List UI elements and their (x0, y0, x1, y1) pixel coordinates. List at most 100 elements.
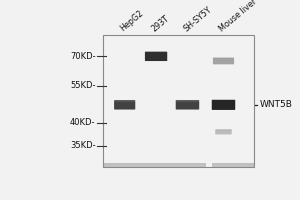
Bar (103, 163, 254, 165)
Bar (103, 165, 254, 167)
Bar (103, 163, 254, 165)
Bar (214, 58, 233, 59)
Bar (103, 165, 254, 167)
Bar (103, 163, 254, 166)
Bar (103, 164, 254, 166)
Bar (103, 163, 254, 165)
Bar (103, 163, 254, 165)
Bar (103, 164, 254, 166)
Text: Mouse liver: Mouse liver (218, 0, 259, 33)
Bar (103, 163, 254, 165)
Bar (103, 164, 254, 166)
Bar (103, 164, 254, 166)
Bar (103, 164, 254, 167)
Bar (103, 163, 254, 166)
Bar (103, 164, 254, 166)
Bar (103, 165, 254, 167)
Bar (103, 163, 254, 166)
Bar (103, 163, 254, 165)
Bar (176, 101, 199, 102)
Bar (103, 164, 254, 166)
Bar (103, 164, 254, 167)
Bar (103, 164, 254, 166)
Bar (103, 163, 254, 166)
Bar (103, 164, 254, 166)
Bar (103, 163, 254, 166)
Bar (103, 164, 254, 166)
Bar (103, 165, 254, 167)
Bar (103, 163, 254, 165)
Text: 55KD-: 55KD- (70, 81, 96, 90)
Bar (103, 165, 254, 167)
Bar (103, 165, 254, 167)
FancyBboxPatch shape (212, 100, 235, 110)
Bar (103, 164, 254, 166)
Bar (103, 164, 254, 167)
Bar (103, 163, 254, 165)
Bar (103, 164, 254, 167)
Text: 70KD-: 70KD- (70, 52, 96, 61)
Bar (103, 164, 254, 166)
Bar (103, 164, 254, 167)
Bar (115, 101, 135, 102)
Bar (103, 164, 254, 166)
Bar (103, 164, 254, 166)
Bar (103, 165, 254, 167)
Bar (103, 163, 254, 165)
Bar (103, 164, 254, 166)
Bar (103, 164, 254, 166)
Bar (103, 163, 254, 165)
Bar (103, 163, 254, 166)
Bar (103, 165, 254, 167)
Bar (103, 165, 254, 167)
Bar (103, 164, 254, 166)
Bar (103, 165, 254, 167)
Bar (103, 165, 254, 167)
Bar (103, 164, 254, 166)
Bar (103, 163, 254, 165)
Bar (103, 164, 254, 166)
Bar (103, 164, 254, 166)
Bar (216, 130, 231, 131)
Text: HepG2: HepG2 (119, 9, 146, 33)
Bar (103, 165, 254, 167)
Bar (103, 163, 254, 165)
Bar (103, 164, 254, 166)
Text: SH-SY5Y: SH-SY5Y (182, 5, 213, 33)
Bar (103, 164, 254, 166)
Bar (103, 165, 254, 167)
Bar (103, 164, 254, 166)
Bar (103, 164, 254, 166)
Text: WNT5B: WNT5B (260, 100, 292, 109)
Bar (103, 164, 254, 166)
Bar (103, 165, 254, 167)
Bar (103, 165, 254, 167)
Bar (103, 165, 254, 167)
FancyBboxPatch shape (114, 100, 135, 110)
Bar (103, 164, 254, 166)
Bar (103, 164, 254, 166)
Bar (103, 163, 254, 165)
Text: 293T: 293T (150, 13, 171, 33)
Bar (103, 164, 254, 166)
Bar (103, 164, 254, 166)
Bar (206, 35, 212, 167)
FancyBboxPatch shape (213, 58, 234, 64)
Bar (103, 163, 254, 166)
Bar (103, 165, 254, 167)
Bar (103, 164, 254, 166)
Bar (103, 164, 254, 167)
Bar (103, 165, 254, 167)
Bar (103, 163, 254, 165)
Bar (103, 163, 254, 165)
Bar (103, 163, 254, 165)
FancyBboxPatch shape (176, 100, 199, 110)
Bar (103, 163, 254, 166)
Bar (103, 163, 254, 166)
Bar (103, 165, 254, 167)
Bar (103, 164, 254, 166)
Bar (103, 165, 254, 167)
Bar (103, 165, 254, 167)
Bar (103, 163, 254, 165)
Bar (103, 164, 254, 166)
